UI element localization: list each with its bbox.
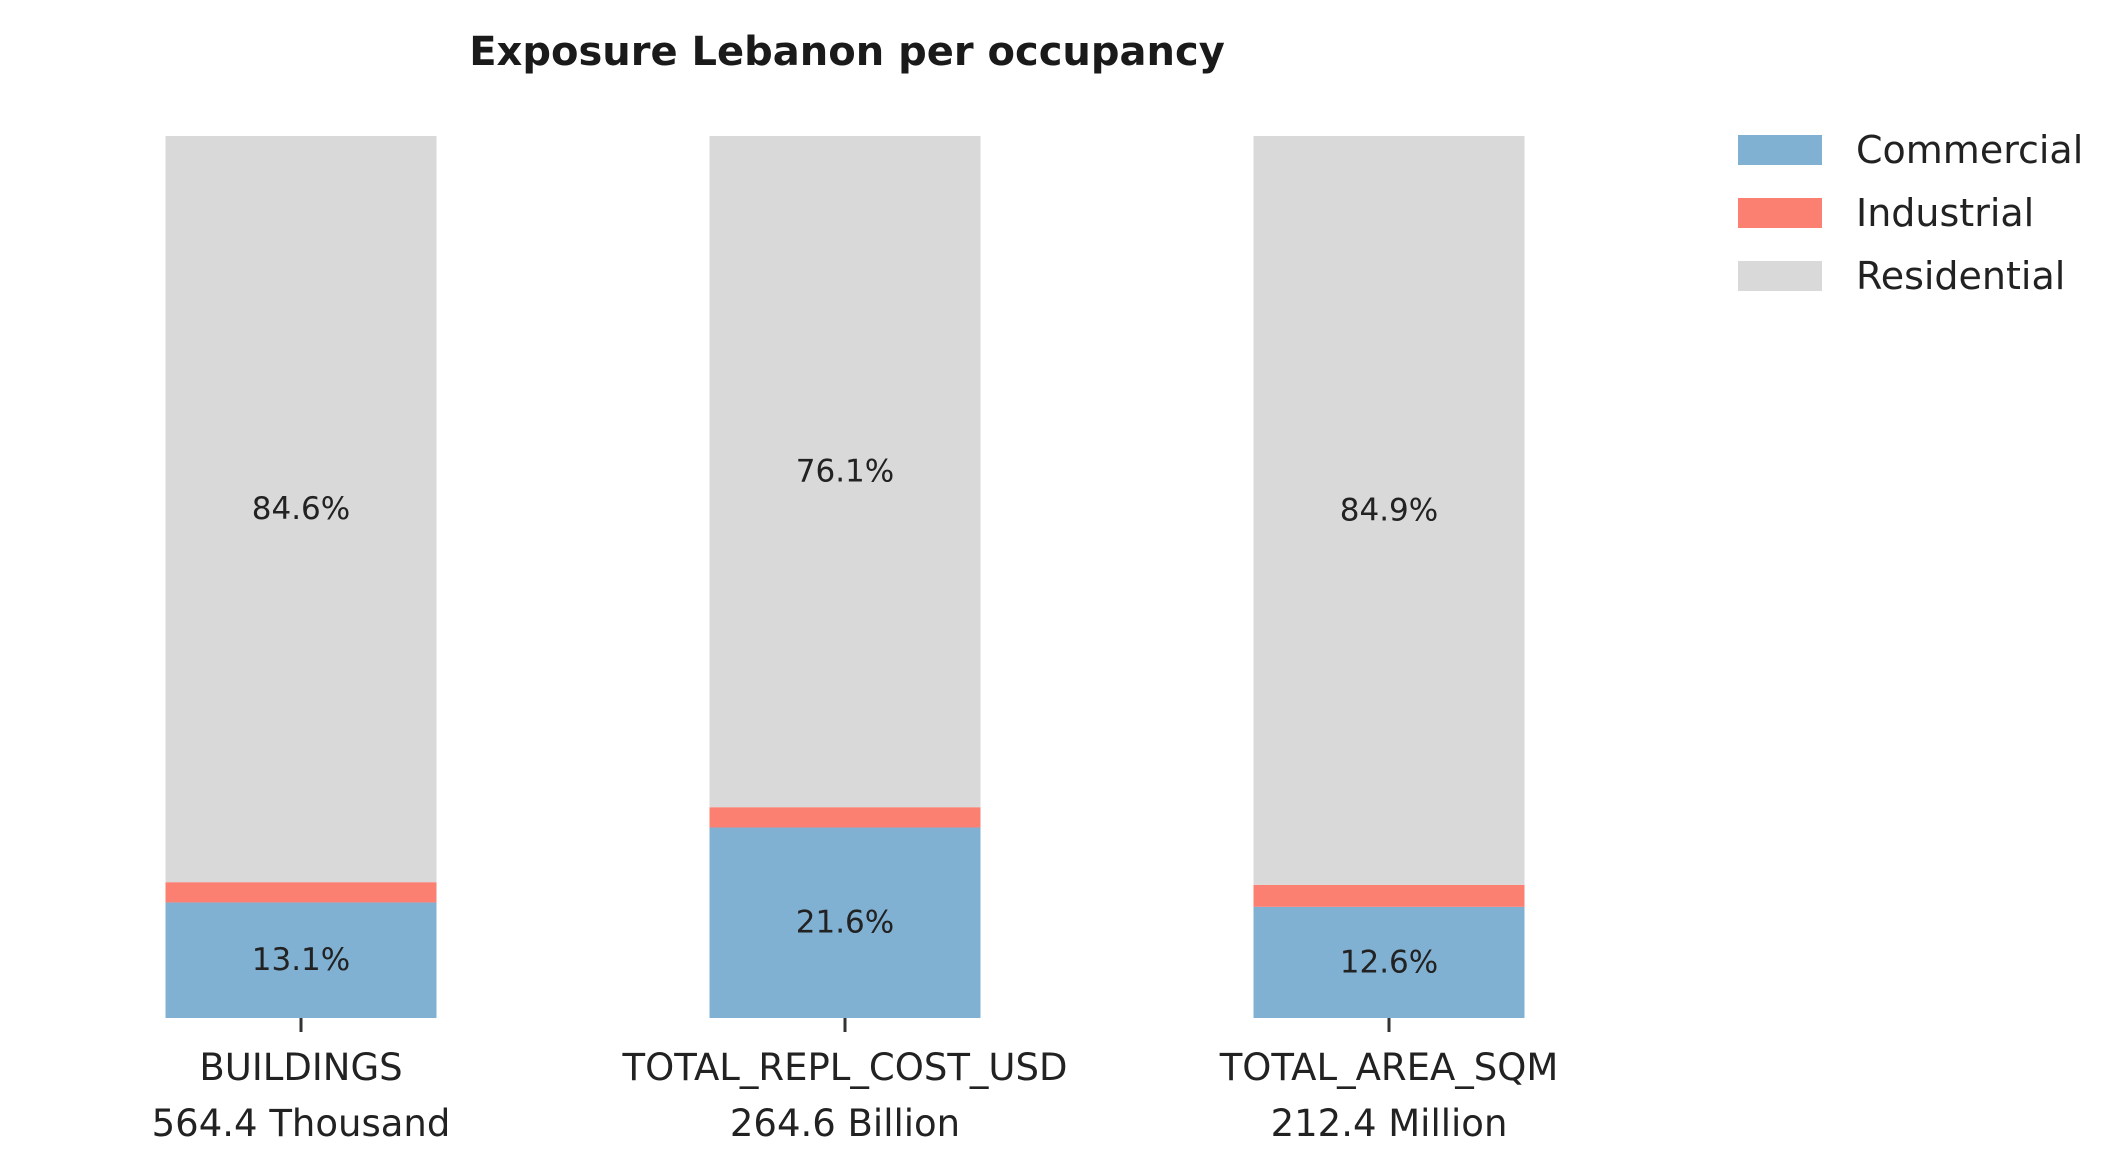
bar-industrial-3 — [1253, 884, 1525, 907]
bar-residential-2 — [709, 136, 981, 808]
legend-swatch-residential — [1738, 261, 1822, 291]
legend-label-residential: Residential — [1856, 254, 2065, 298]
x-tick-label-1: BUILDINGS — [199, 1046, 402, 1089]
data-label-commercial-1: 13.1% — [252, 942, 350, 978]
x-tick-total-1: 564.4 Thousand — [152, 1102, 451, 1145]
bar-residential-3 — [1253, 136, 1525, 885]
data-label-residential-1: 84.6% — [252, 491, 350, 527]
legend-swatch-industrial — [1738, 198, 1822, 228]
data-label-residential-3: 84.9% — [1340, 492, 1438, 528]
bar-industrial-2 — [709, 807, 981, 828]
legend: Commercial Industrial Residential — [1738, 128, 2083, 298]
bar-industrial-1 — [165, 882, 437, 903]
bars-group: 13.1% 84.6% 21.6% 76.1% 12.6% 84.9% — [165, 136, 1525, 1018]
data-label-commercial-2: 21.6% — [796, 905, 894, 941]
x-tick-label-2: TOTAL_REPL_COST_USD — [622, 1046, 1068, 1089]
chart-title: Exposure Lebanon per occupancy — [469, 29, 1225, 75]
x-tick-label-3: TOTAL_AREA_SQM — [1219, 1046, 1559, 1089]
x-tick-total-2: 264.6 Billion — [730, 1102, 960, 1145]
data-label-residential-2: 76.1% — [796, 454, 894, 490]
bar-commercial-3 — [1253, 906, 1525, 1018]
bar-commercial-1 — [165, 902, 437, 1018]
legend-label-commercial: Commercial — [1856, 128, 2083, 172]
bar-residential-1 — [165, 136, 437, 883]
legend-label-industrial: Industrial — [1856, 191, 2034, 235]
bar-commercial-2 — [709, 827, 981, 1018]
data-label-commercial-3: 12.6% — [1340, 944, 1438, 980]
x-axis: BUILDINGS 564.4 Thousand TOTAL_REPL_COST_U… — [152, 1018, 1559, 1145]
x-tick-total-3: 212.4 Million — [1271, 1102, 1508, 1145]
legend-swatch-commercial — [1738, 135, 1822, 165]
